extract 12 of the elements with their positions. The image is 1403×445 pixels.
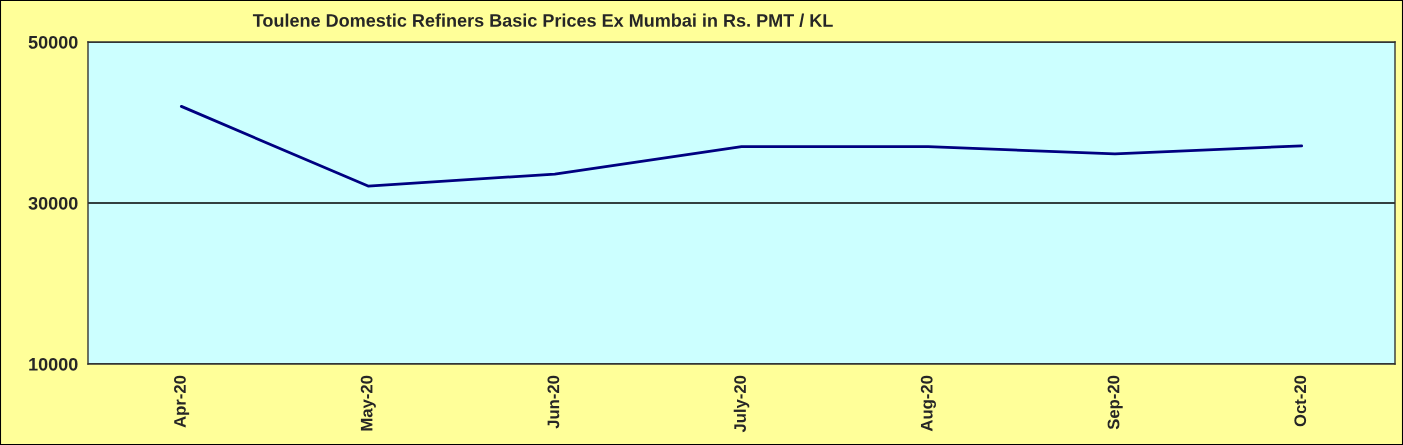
x-tick-label: Oct-20 <box>1294 375 1307 427</box>
y-tick-label: 50000 <box>28 35 78 49</box>
x-tick-label: Jun-20 <box>547 375 560 429</box>
y-tick-label: 10000 <box>29 357 78 371</box>
x-tick-label: Aug-20 <box>920 375 936 432</box>
chart-title: Toulene Domestic Refiners Basic Prices Ex Mumbai in Rs. PMT / KL <box>252 13 833 28</box>
y-tick-label: 30000 <box>28 196 78 210</box>
x-tick-label: Sep-20 <box>1107 375 1123 430</box>
x-tick-label: July-20 <box>733 375 750 433</box>
line-series <box>179 105 1304 188</box>
x-tick-label: Apr-20 <box>174 375 190 428</box>
x-tick-label: May-20 <box>360 375 376 431</box>
